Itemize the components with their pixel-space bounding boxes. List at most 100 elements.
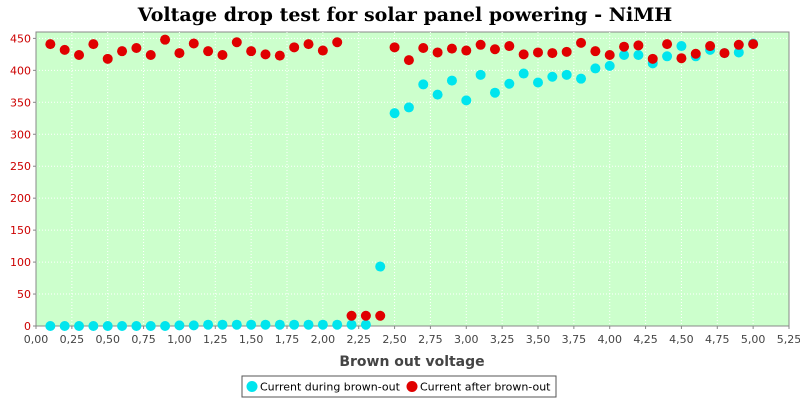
data-point — [604, 60, 615, 71]
x-tick-label: 1,75 — [275, 333, 300, 346]
data-point — [160, 321, 171, 331]
x-tick-label: 4,25 — [633, 333, 658, 346]
data-point — [145, 50, 156, 61]
x-tick-label: 3,00 — [454, 333, 479, 346]
data-point — [619, 50, 630, 61]
series-during-brown-out — [45, 38, 759, 331]
data-point — [418, 42, 429, 53]
y-tick-label: 400 — [10, 64, 31, 77]
data-point — [604, 50, 615, 61]
x-tick-label: 1,25 — [203, 333, 228, 346]
data-point — [590, 46, 601, 57]
data-point — [446, 43, 457, 54]
data-point — [102, 53, 113, 64]
x-tick-label: 0,00 — [24, 333, 49, 346]
grid-lines — [36, 32, 789, 326]
data-point — [676, 41, 687, 52]
data-point — [375, 261, 386, 272]
data-point — [576, 37, 587, 48]
x-tick-label: 4,00 — [597, 333, 622, 346]
data-point — [231, 319, 242, 330]
data-point — [705, 41, 716, 52]
data-point — [547, 71, 558, 82]
data-point — [432, 89, 443, 100]
data-point — [676, 53, 687, 64]
data-point — [303, 39, 314, 50]
data-point — [619, 41, 630, 52]
data-point — [576, 73, 587, 84]
data-point — [117, 321, 128, 331]
legend-label-after: Current after brown-out — [420, 381, 551, 394]
data-point — [145, 321, 156, 331]
data-point — [260, 319, 271, 330]
data-point — [332, 37, 343, 48]
y-tick-label: 50 — [17, 288, 31, 301]
x-tick-label: 2,25 — [346, 333, 371, 346]
data-points — [45, 34, 759, 331]
data-point — [533, 47, 543, 58]
data-point — [518, 49, 529, 60]
data-point — [317, 319, 328, 330]
x-tick-label: 3,50 — [526, 333, 551, 346]
data-point — [662, 39, 673, 50]
data-point — [533, 77, 543, 88]
data-point — [475, 39, 486, 50]
data-point — [246, 46, 257, 57]
y-tick-label: 0 — [24, 320, 31, 333]
x-tick-label: 3,25 — [490, 333, 515, 346]
x-axis-label: Brown out voltage — [339, 354, 484, 370]
legend-box — [241, 375, 557, 398]
data-point — [446, 75, 457, 86]
data-point — [74, 50, 85, 61]
data-point — [131, 42, 142, 53]
data-point — [418, 79, 429, 90]
data-point — [346, 319, 357, 330]
x-axis: 0,00 0,25 0,50 0,75 1,00 1,25 1,50 1,75 2,00 2,25… — [24, 325, 800, 346]
chart-title: Voltage drop test for solar panel poweri… — [137, 4, 673, 26]
y-tick-label: 300 — [10, 128, 31, 141]
data-point — [489, 87, 500, 98]
x-tick-label: 2,00 — [311, 333, 336, 346]
x-tick-label: 2,50 — [382, 333, 407, 346]
x-tick-label: 4,75 — [705, 333, 730, 346]
data-point — [117, 46, 128, 57]
data-point — [346, 310, 357, 321]
data-point — [174, 320, 185, 331]
data-point — [690, 48, 701, 59]
legend-label-during: Current during brown-out — [260, 381, 401, 394]
data-point — [289, 319, 300, 330]
data-point — [45, 321, 56, 331]
data-point — [59, 44, 70, 55]
x-tick-label: 0,75 — [131, 333, 156, 346]
data-point — [274, 319, 285, 330]
data-point — [561, 69, 572, 80]
legend: Current during brown-out Current after b… — [241, 375, 557, 398]
data-point — [547, 48, 558, 59]
data-point — [518, 68, 529, 79]
data-point — [203, 46, 214, 57]
data-point — [203, 319, 214, 330]
x-tick-label: 0,25 — [60, 333, 85, 346]
data-point — [475, 69, 486, 80]
data-point — [719, 48, 730, 59]
data-point — [461, 95, 472, 106]
y-tick-label: 450 — [10, 32, 31, 45]
data-point — [375, 310, 386, 321]
data-point — [389, 42, 400, 53]
data-point — [260, 49, 271, 60]
data-point — [74, 321, 85, 331]
y-axis: 0 50 100 150 200 250 300 350 400 450 — [10, 32, 37, 333]
data-point — [188, 38, 199, 49]
data-point — [403, 102, 414, 113]
data-point — [389, 108, 400, 119]
data-point — [748, 39, 759, 50]
y-tick-label: 200 — [10, 192, 31, 205]
x-tick-label: 0,50 — [95, 333, 120, 346]
data-point — [733, 47, 744, 58]
data-point — [88, 321, 99, 331]
data-point — [504, 78, 515, 89]
y-tick-label: 100 — [10, 256, 31, 269]
data-point — [662, 51, 673, 62]
data-point — [303, 319, 314, 330]
